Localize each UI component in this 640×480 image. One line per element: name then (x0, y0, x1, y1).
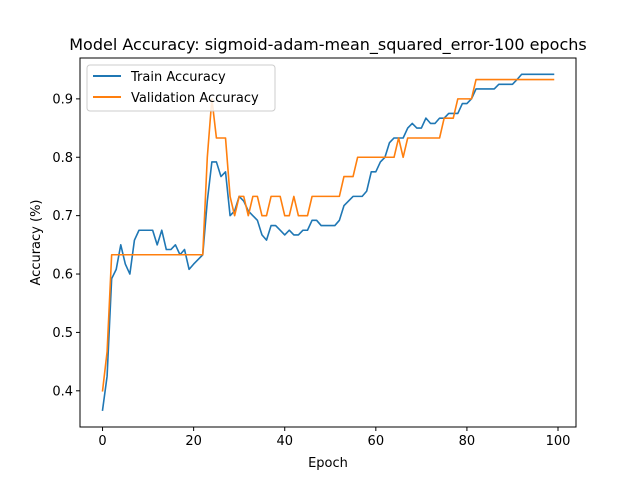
y-tick-label: 0.5 (52, 326, 73, 341)
x-tick-label: 0 (98, 434, 106, 449)
x-tick-label: 80 (459, 434, 476, 449)
y-tick-label: 0.6 (52, 268, 73, 283)
train-accuracy-line (101, 73, 555, 411)
x-tick-label: 20 (185, 434, 202, 449)
validation-accuracy-line (101, 78, 555, 392)
y-tick-label: 0.9 (52, 92, 73, 107)
x-axis-label: Epoch (308, 456, 348, 471)
y-tick-label: 0.8 (52, 151, 73, 166)
legend-label-train: Train Accuracy (130, 70, 226, 85)
legend-box (86, 64, 276, 112)
plot-frame (79, 57, 577, 428)
y-tick-label: 0.4 (52, 384, 73, 399)
chart-title: Model Accuracy: sigmoid-adam-mean_square… (69, 35, 587, 55)
axis-ticks: 0 20 40 60 80 100 0.4 0.5 0.6 0.7 0.8 0.9 (52, 92, 570, 449)
x-tick-label: 100 (546, 434, 571, 449)
legend-label-validation: Validation Accuracy (131, 91, 259, 106)
y-axis-label: Accuracy (%) (29, 200, 44, 286)
legend: Train Accuracy Validation Accuracy (86, 64, 276, 112)
series-lines (101, 73, 555, 411)
x-tick-label: 60 (368, 434, 385, 449)
y-tick-label: 0.7 (52, 209, 73, 224)
x-tick-label: 40 (276, 434, 293, 449)
